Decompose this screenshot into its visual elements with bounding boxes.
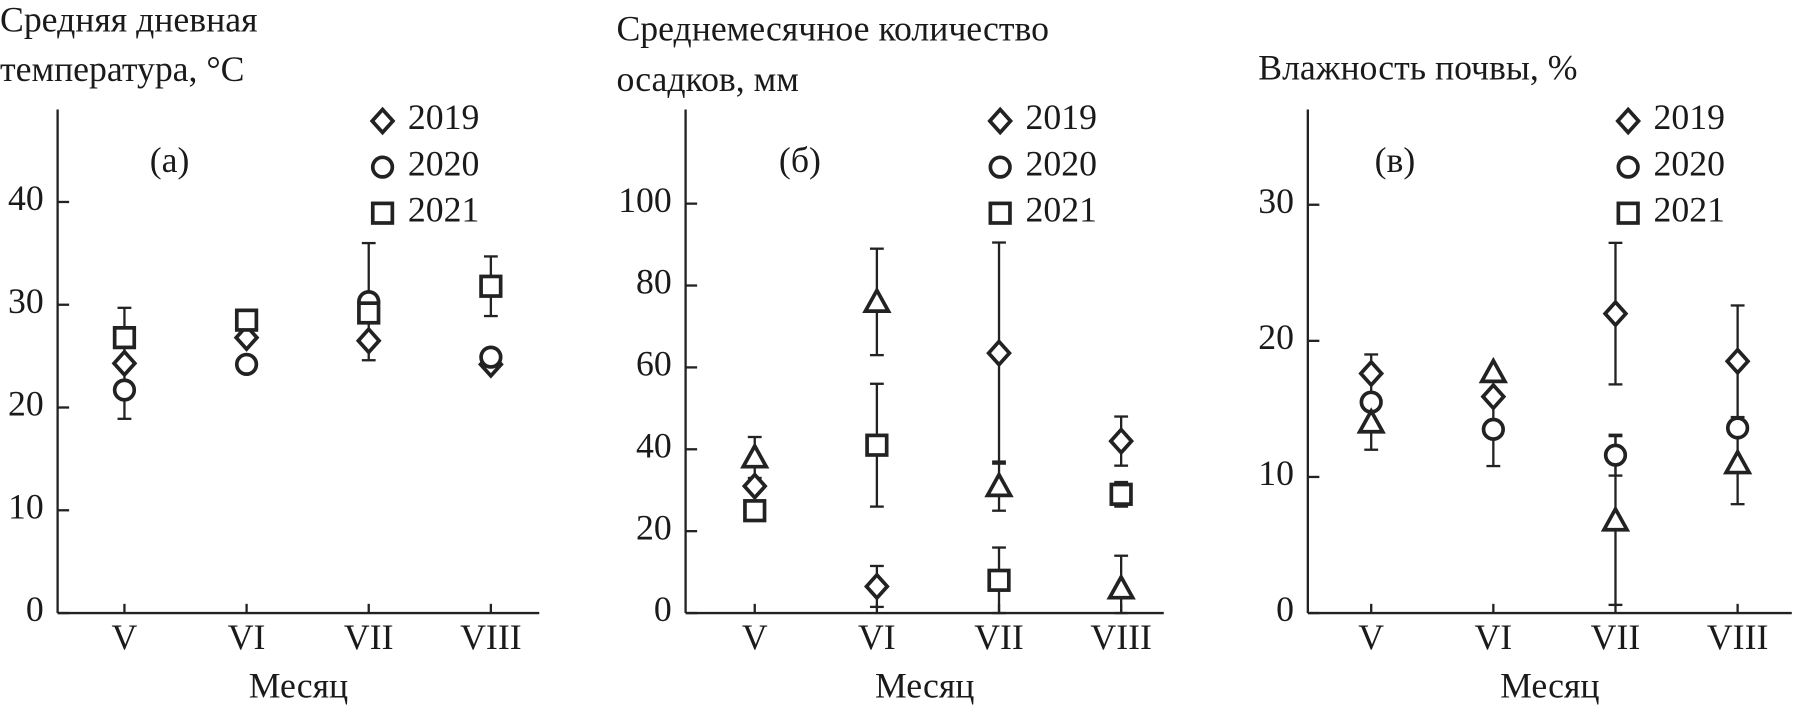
panel-title: Среднемесячное количество <box>616 8 1049 48</box>
x-tick-label: VI <box>228 617 266 657</box>
panel-label: (в) <box>1375 140 1416 180</box>
panel-title: Средняя дневная <box>0 0 258 39</box>
marker-square <box>112 325 137 350</box>
marker-diamond <box>233 323 260 352</box>
x-tick-label: VI <box>1474 617 1512 657</box>
y-tick-label: 0 <box>654 589 672 629</box>
marker-circle <box>112 378 137 402</box>
x-tick-label: V <box>742 617 768 657</box>
y-tick-label: 10 <box>8 486 44 526</box>
marker-square <box>479 274 503 298</box>
marker-diamond <box>1108 426 1135 456</box>
marker-circle <box>1616 155 1640 179</box>
x-axis-label: Месяц <box>875 665 974 705</box>
marker-circle <box>234 352 259 376</box>
marker-diamond <box>987 106 1014 136</box>
marker-diamond <box>1602 299 1629 328</box>
panel-title: температура, °C <box>0 49 245 89</box>
legend-label: 2019 <box>1654 97 1725 137</box>
marker-diamond <box>369 106 396 136</box>
y-tick-label: 100 <box>618 180 672 220</box>
y-tick-label: 40 <box>8 178 44 218</box>
marker-triangle <box>1722 448 1753 475</box>
marker-diamond <box>355 326 382 355</box>
marker-circle <box>988 155 1012 179</box>
panel-title: Влажность почвы, % <box>1258 48 1577 88</box>
panel-title: осадков, мм <box>616 59 798 99</box>
x-tick-label: V <box>1358 617 1384 657</box>
panel-label: (б) <box>779 140 821 180</box>
legend-label: 2020 <box>1654 143 1725 183</box>
legend-label: 2019 <box>1026 97 1097 137</box>
marker-triangle <box>862 286 892 313</box>
panel-label: (а) <box>150 140 190 180</box>
marker-diamond <box>864 572 890 601</box>
marker-triangle <box>984 470 1014 498</box>
marker-circle <box>370 155 395 179</box>
marker-square <box>865 433 889 457</box>
marker-diamond <box>1615 106 1642 136</box>
marker-triangle <box>740 442 770 469</box>
legend-label: 2020 <box>408 143 479 183</box>
marker-diamond <box>111 349 138 378</box>
marker-diamond <box>1724 346 1751 376</box>
marker-triangle <box>1478 356 1508 384</box>
marker-circle <box>479 345 503 369</box>
y-tick-label: 20 <box>636 507 672 547</box>
marker-square <box>1109 482 1133 506</box>
y-tick-label: 60 <box>636 344 672 384</box>
x-tick-label: V <box>112 617 138 657</box>
x-tick-label: VIII <box>460 617 521 657</box>
legend-label: 2020 <box>1026 143 1097 183</box>
marker-square <box>743 499 767 523</box>
y-tick-label: 0 <box>26 589 44 629</box>
marker-circle <box>1603 443 1628 467</box>
x-tick-label: VI <box>858 617 896 657</box>
y-tick-label: 30 <box>8 281 44 321</box>
marker-diamond <box>986 338 1012 368</box>
y-tick-label: 0 <box>1276 589 1294 629</box>
marker-square <box>987 568 1011 592</box>
marker-circle <box>1481 417 1505 441</box>
x-tick-label: VII <box>974 617 1024 657</box>
y-tick-label: 10 <box>1258 453 1294 493</box>
x-tick-label: VII <box>1591 617 1641 657</box>
y-tick-label: 40 <box>636 425 672 465</box>
marker-square <box>988 201 1012 225</box>
marker-square <box>1616 201 1640 225</box>
legend-label: 2019 <box>408 97 479 137</box>
y-tick-label: 20 <box>8 384 44 424</box>
marker-square <box>234 308 259 332</box>
marker-circle <box>1725 416 1750 440</box>
y-tick-label: 80 <box>636 262 672 302</box>
marker-diamond <box>741 471 768 501</box>
x-axis-label: Месяц <box>1500 665 1599 705</box>
marker-triangle <box>1106 573 1136 600</box>
x-tick-label: VIII <box>1707 617 1768 657</box>
marker-diamond <box>1480 382 1507 411</box>
marker-diamond <box>1358 359 1385 388</box>
x-tick-label: VII <box>344 617 394 657</box>
marker-triangle <box>1600 505 1631 532</box>
y-tick-label: 30 <box>1258 181 1294 221</box>
x-tick-label: VIII <box>1090 617 1151 657</box>
legend-label: 2021 <box>1026 189 1097 229</box>
y-tick-label: 20 <box>1258 317 1294 357</box>
marker-square <box>357 301 381 325</box>
x-axis-label: Месяц <box>249 665 348 705</box>
legend-label: 2021 <box>1654 189 1725 229</box>
marker-square <box>370 201 395 225</box>
legend-label: 2021 <box>408 189 479 229</box>
marker-triangle <box>1356 407 1386 434</box>
